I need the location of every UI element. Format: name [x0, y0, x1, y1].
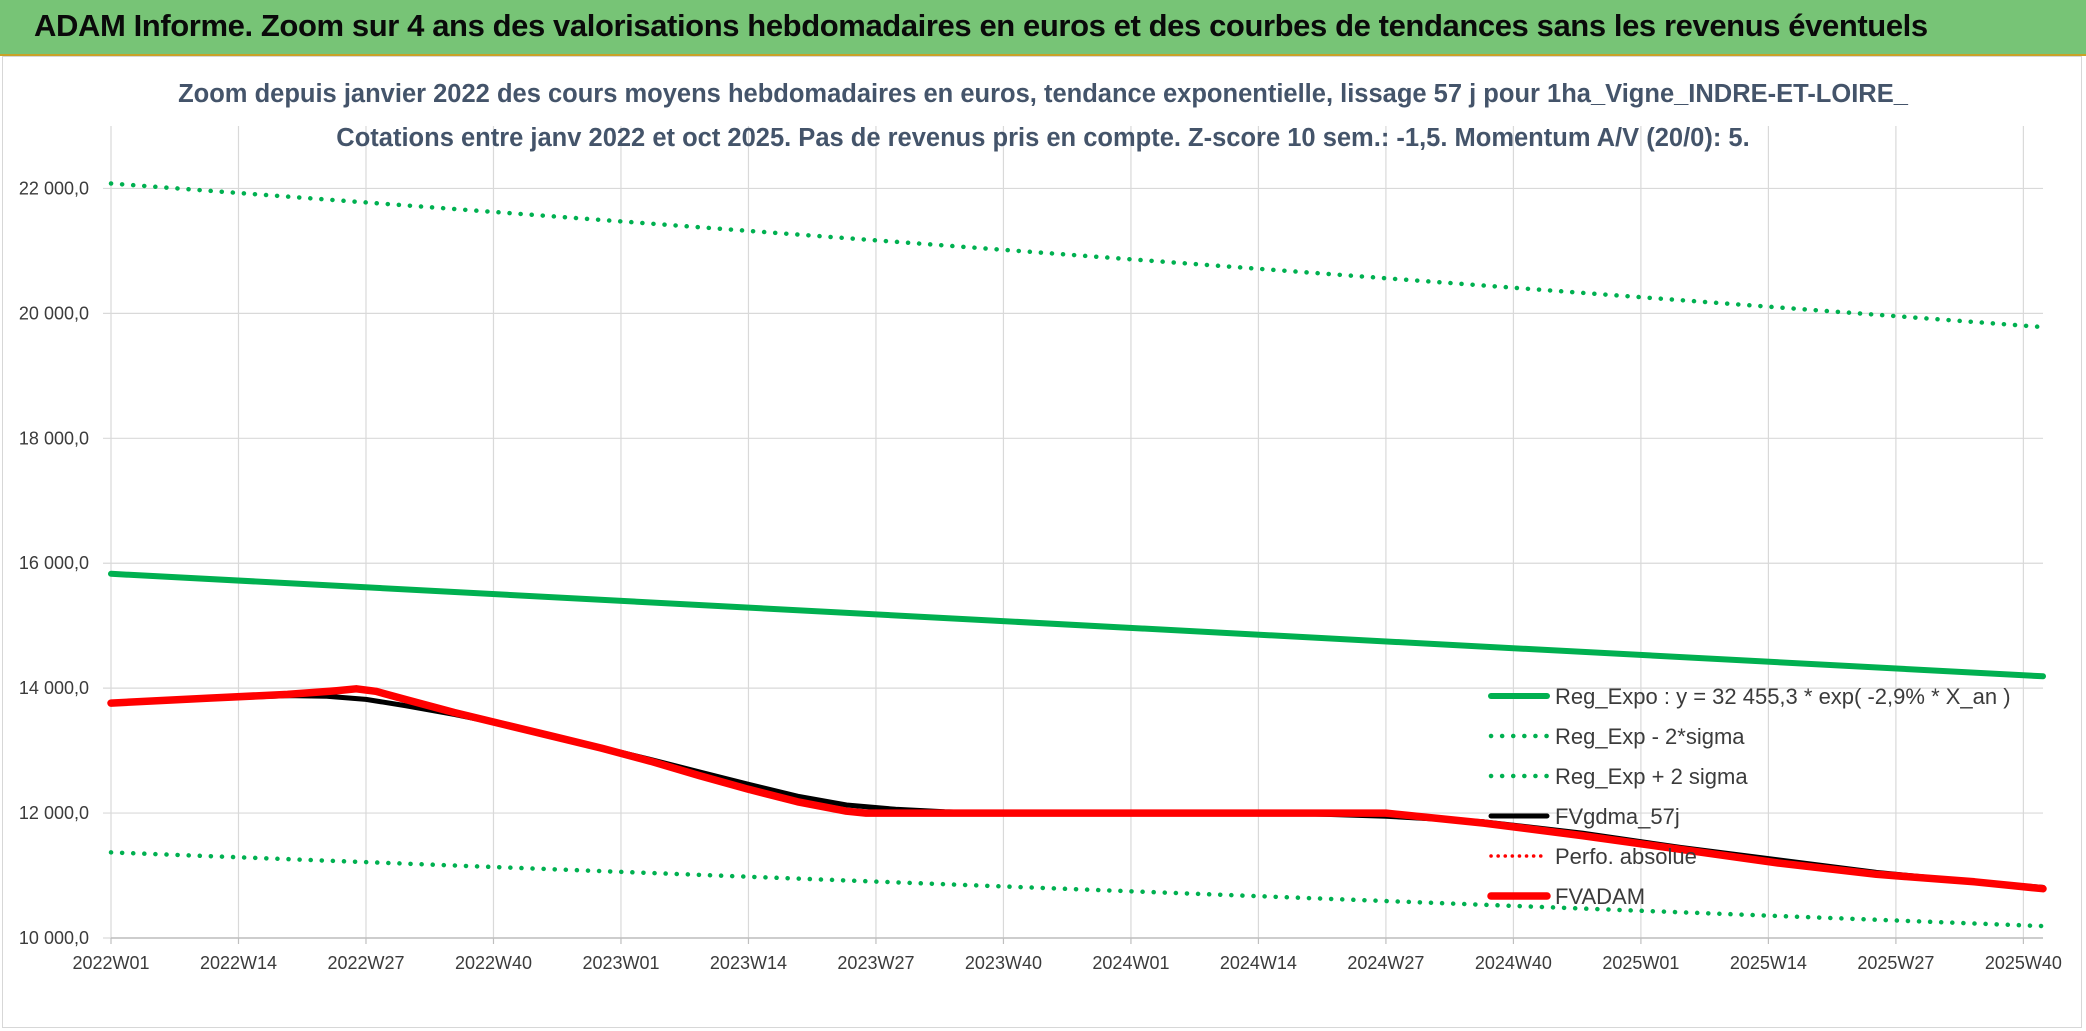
x-tick-label: 2022W14 [200, 953, 277, 973]
chart-subtitle: Cotations entre janv 2022 et oct 2025. P… [336, 124, 1749, 152]
series-line-1 [108, 850, 2046, 929]
legend-entry: Reg_Exp + 2 sigma [1555, 764, 1748, 789]
y-tick-label: 12 000,0 [19, 803, 89, 823]
x-tick-label: 2023W40 [965, 953, 1042, 973]
x-tick-label: 2023W14 [710, 953, 787, 973]
chart-frame: 2022W01 2022W14 2022W27 2022W40 2023W01 2023W… [2, 56, 2082, 1028]
legend-entry: Perfo. absolue [1555, 844, 1697, 869]
y-tick-label: 20 000,0 [19, 303, 89, 323]
series-line-0 [108, 570, 2046, 680]
x-tick-label: 2025W27 [1857, 953, 1934, 973]
y-tick-label: 10 000,0 [19, 928, 89, 948]
line-chart: 2022W01 2022W14 2022W27 2022W40 2023W01 2023W… [19, 80, 2062, 973]
x-tick-label: 2024W01 [1092, 953, 1169, 973]
x-tick-label: 2023W27 [837, 953, 914, 973]
series-line-5 [107, 685, 2047, 893]
y-tick-label: 22 000,0 [19, 178, 89, 198]
x-tick-label: 2025W01 [1602, 953, 1679, 973]
y-tick-label: 16 000,0 [19, 553, 89, 573]
title-banner: ADAM Informe. Zoom sur 4 ans des valoris… [0, 0, 2086, 56]
x-tick-label: 2024W27 [1347, 953, 1424, 973]
legend-entry: FVADAM [1555, 884, 1645, 909]
x-tick-label: 2024W40 [1475, 953, 1552, 973]
axes: 2022W01 2022W14 2022W27 2022W40 2023W01 2023W… [19, 178, 2062, 973]
y-tick-label: 14 000,0 [19, 678, 89, 698]
x-tick-label: 2025W14 [1730, 953, 1807, 973]
legend-entry: Reg_Expo : y = 32 455,3 * exp( -2,9% * X… [1555, 684, 2011, 709]
x-tick-label: 2022W01 [72, 953, 149, 973]
x-tick-label: 2025W40 [1985, 953, 2062, 973]
y-tick-label: 18 000,0 [19, 428, 89, 448]
x-tick-label: 2022W40 [455, 953, 532, 973]
x-tick-label: 2024W14 [1220, 953, 1297, 973]
legend-entry: Reg_Exp - 2*sigma [1555, 724, 1745, 749]
series-lines [107, 181, 2047, 929]
x-tick-label: 2023W01 [582, 953, 659, 973]
legend: Reg_Expo : y = 32 455,3 * exp( -2,9% * X… [1487, 684, 2011, 909]
series-line-2 [108, 181, 2046, 330]
chart-title: Zoom depuis janvier 2022 des cours moyen… [178, 80, 1909, 108]
x-tick-label: 2022W27 [327, 953, 404, 973]
banner-title: ADAM Informe. Zoom sur 4 ans des valoris… [34, 8, 1928, 43]
legend-entry: FVgdma_57j [1555, 804, 1680, 829]
